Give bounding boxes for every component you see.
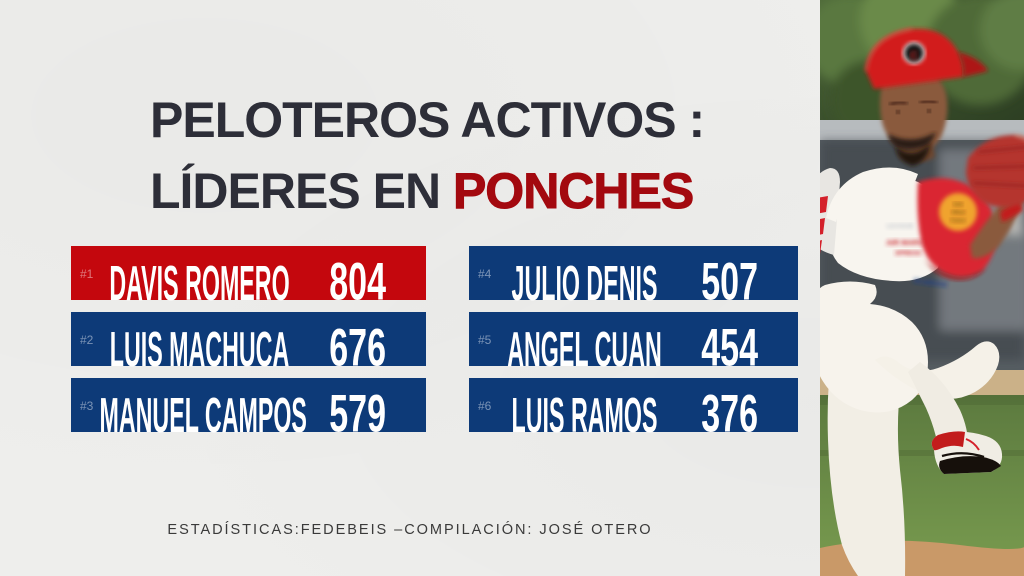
svg-text:C: C	[910, 50, 918, 62]
svg-text:Solo: Solo	[953, 202, 963, 208]
svg-text:#Real: #Real	[951, 210, 965, 216]
svg-text:XPRESS: XPRESS	[895, 250, 922, 257]
svg-text:LEAGUE: LEAGUE	[886, 223, 914, 230]
svg-text:Future: Future	[951, 218, 966, 224]
svg-text:AIR MARU: AIR MARU	[886, 238, 924, 247]
